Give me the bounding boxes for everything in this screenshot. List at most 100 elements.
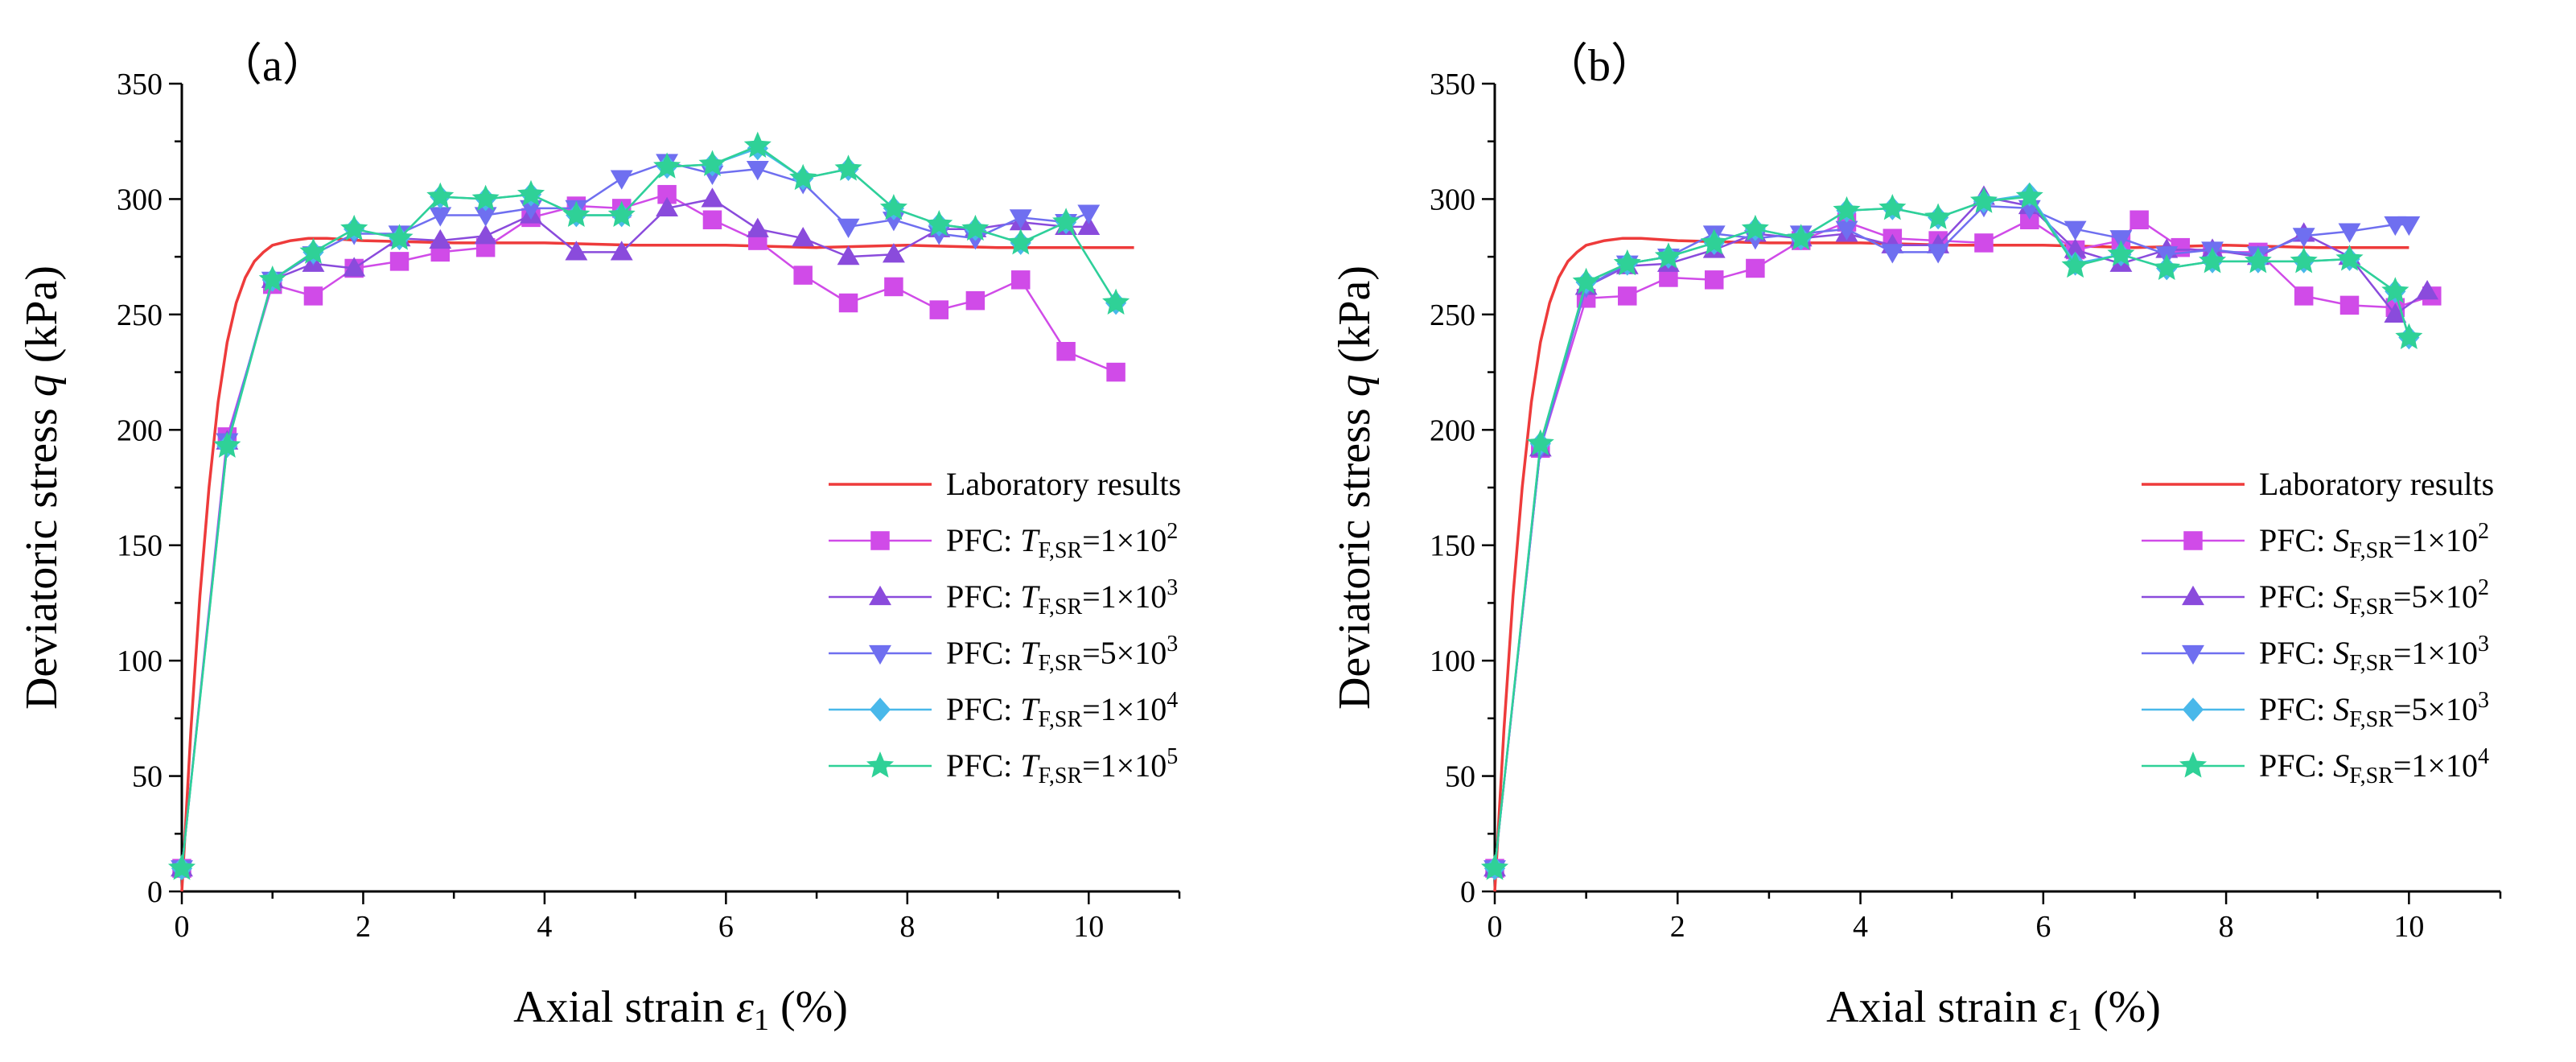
series-5 xyxy=(167,131,1130,880)
y-tick-label: 150 xyxy=(117,529,163,563)
data-point xyxy=(1881,244,1904,264)
panel-label: （a） xyxy=(217,41,327,91)
x-tick-label: 6 xyxy=(718,910,734,944)
legend-label: PFC: TF,SR=1×104 xyxy=(946,688,1178,732)
data-point xyxy=(1010,270,1031,290)
data-point xyxy=(471,184,500,211)
data-point xyxy=(565,241,588,261)
legend-label: Laboratory results xyxy=(2259,466,2494,502)
data-point xyxy=(610,170,633,190)
legend-item: Laboratory results xyxy=(2142,466,2494,502)
data-point xyxy=(1056,342,1076,361)
data-point xyxy=(385,224,414,250)
y-tick-label: 300 xyxy=(1430,183,1475,216)
data-point xyxy=(2107,240,2135,266)
x-tick-label: 8 xyxy=(899,910,915,944)
data-point xyxy=(607,200,636,227)
data-point xyxy=(743,131,772,158)
data-point xyxy=(1654,242,1682,269)
data-point xyxy=(656,196,679,217)
legend-label: PFC: SF,SR=5×103 xyxy=(2259,688,2489,732)
data-point xyxy=(213,431,241,458)
data-point xyxy=(1704,270,1724,290)
data-point xyxy=(746,161,769,181)
data-point xyxy=(2335,245,2364,271)
x-tick-label: 2 xyxy=(1670,910,1685,944)
data-point xyxy=(746,217,769,237)
y-axis-title: Deviatoric stress q (kPa) xyxy=(17,266,67,710)
legend-item: PFC: SF,SR=5×103 xyxy=(2142,688,2489,732)
legend-item: PFC: SF,SR=1×103 xyxy=(2142,632,2489,676)
data-point xyxy=(701,187,724,208)
legend-label: PFC: TF,SR=1×105 xyxy=(946,744,1178,788)
x-tick-label: 8 xyxy=(2219,910,2234,944)
data-point xyxy=(698,150,726,176)
data-point xyxy=(258,265,286,292)
data-point xyxy=(474,224,497,245)
y-tick-label: 50 xyxy=(1445,760,1475,794)
data-point xyxy=(2153,253,2181,280)
legend-item: PFC: TF,SR=1×102 xyxy=(829,519,1178,563)
data-point xyxy=(2244,246,2272,274)
data-point xyxy=(838,293,858,313)
y-tick-label: 50 xyxy=(132,760,163,794)
data-point xyxy=(610,241,633,261)
legend-item: Laboratory results xyxy=(829,466,1181,502)
series-0 xyxy=(180,237,1134,892)
data-point xyxy=(1106,362,1125,382)
data-point xyxy=(653,152,681,179)
data-point xyxy=(516,179,545,207)
data-point xyxy=(1052,208,1080,234)
data-point xyxy=(2199,246,2227,274)
laboratory-line xyxy=(180,237,1134,892)
data-point xyxy=(2061,251,2089,278)
y-tick-label: 250 xyxy=(1430,298,1475,332)
legend-marker xyxy=(2182,585,2204,606)
data-point xyxy=(2294,286,2314,306)
legend-item: PFC: TF,SR=1×103 xyxy=(829,575,1178,620)
data-point xyxy=(837,245,860,266)
legend-marker xyxy=(2179,751,2208,778)
legend-label: PFC: SF,SR=1×103 xyxy=(2259,632,2489,676)
legend-item: PFC: TF,SR=1×105 xyxy=(829,744,1178,788)
legend-item: PFC: TF,SR=5×103 xyxy=(829,632,1178,676)
legend-marker xyxy=(869,585,891,606)
data-point xyxy=(303,286,323,306)
y-tick-label: 300 xyxy=(117,183,163,216)
data-point xyxy=(2015,182,2043,209)
data-point xyxy=(1746,258,1765,278)
x-tick-label: 4 xyxy=(1853,910,1868,944)
series-line xyxy=(180,193,1117,869)
data-point xyxy=(879,194,907,220)
data-point xyxy=(2384,303,2407,323)
series-line xyxy=(180,145,1117,869)
data-point xyxy=(167,854,196,880)
data-point xyxy=(1009,209,1032,229)
legend-marker xyxy=(2183,531,2203,550)
data-point xyxy=(1006,228,1035,255)
legend-label: PFC: TF,SR=1×102 xyxy=(946,519,1178,563)
data-point xyxy=(925,210,953,237)
data-point xyxy=(1927,244,1950,264)
legend-item: PFC: SF,SR=1×104 xyxy=(2142,744,2489,788)
data-point xyxy=(884,277,903,297)
series-line xyxy=(180,198,1089,869)
data-point xyxy=(792,227,815,247)
data-point xyxy=(389,252,409,271)
legend-label: PFC: TF,SR=1×103 xyxy=(946,575,1178,620)
data-point xyxy=(2381,277,2409,303)
data-point xyxy=(1879,194,1907,220)
data-point xyxy=(2064,220,2087,241)
x-tick-label: 0 xyxy=(175,910,190,944)
data-point xyxy=(1102,288,1130,315)
data-point xyxy=(1526,429,1554,455)
data-point xyxy=(702,210,722,229)
legend-label: PFC: SF,SR=1×104 xyxy=(2259,744,2489,788)
y-tick-label: 0 xyxy=(1460,875,1475,909)
data-point xyxy=(2130,210,2149,229)
x-axis-title: Axial strain ε1 (%) xyxy=(513,982,848,1037)
data-point xyxy=(1741,214,1769,241)
data-point xyxy=(1969,187,1998,213)
